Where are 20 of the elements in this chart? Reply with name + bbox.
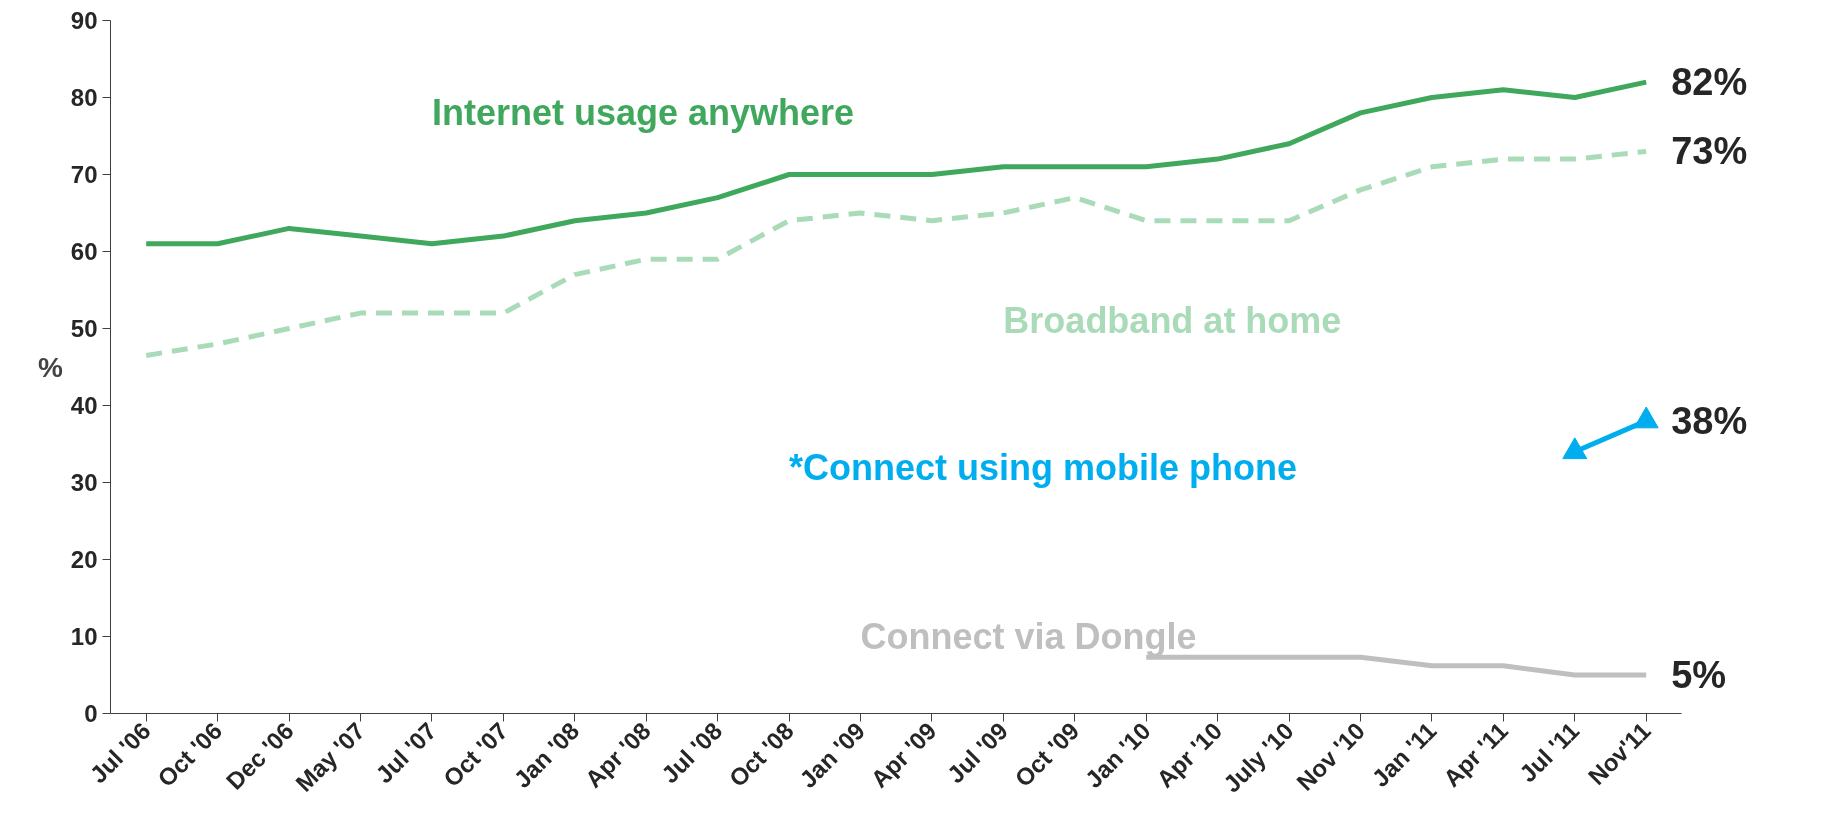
y-tick-label: 20 — [70, 546, 98, 573]
y-tick-label: 50 — [70, 315, 98, 342]
y-tick-label: 90 — [70, 7, 98, 34]
y-tick-label: 80 — [70, 84, 98, 111]
y-axis-title: % — [37, 351, 63, 383]
x-tick-label: Jul '11 — [1514, 716, 1585, 788]
data-label: 73% — [1671, 130, 1748, 173]
y-tick-label: 40 — [70, 392, 98, 419]
y-tick-label: 10 — [70, 623, 98, 650]
data-label: 5% — [1671, 654, 1727, 696]
data-label: 82% — [1671, 61, 1748, 104]
y-tick-label: 70 — [70, 161, 98, 188]
data-label: 38% — [1671, 399, 1748, 442]
series-label: Connect via Dongle — [860, 616, 1197, 657]
y-tick-label: 0 — [84, 700, 98, 727]
text: Broadband at home — [1003, 300, 1342, 342]
y-tick-label: 60 — [70, 238, 98, 265]
y-tick-label: 30 — [70, 469, 98, 496]
text: *Connect using mobile phone — [789, 446, 1298, 488]
series-label: Internet usage anywhere — [431, 92, 855, 134]
